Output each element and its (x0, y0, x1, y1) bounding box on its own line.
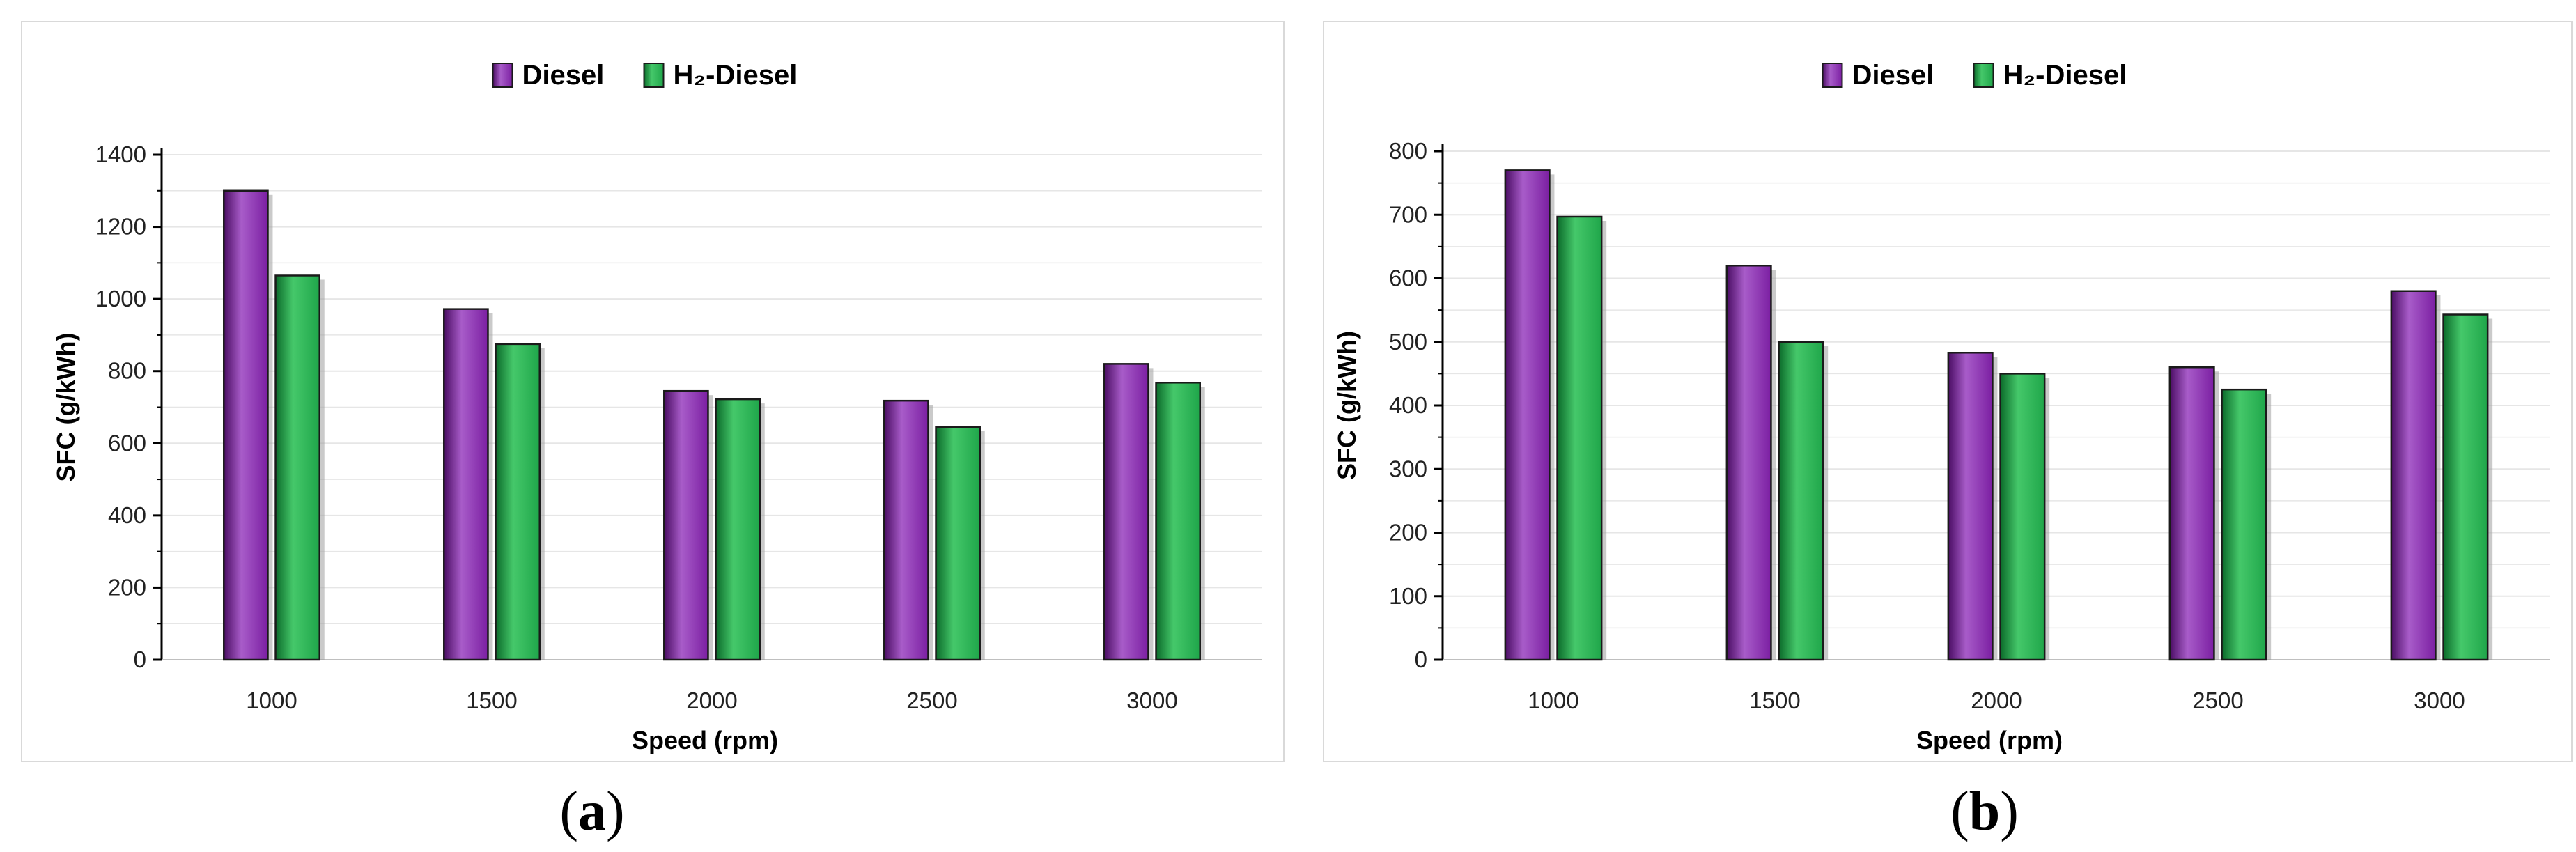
y-tick-label: 600 (108, 430, 146, 456)
bar-diesel (663, 389, 709, 661)
bar-h2-diesel (2442, 313, 2489, 661)
bar-diesel (1947, 352, 1994, 661)
chart-frame-a: 0 200 400 600 800 1000 1200 1400 1000 1500 2000 250… (21, 21, 1285, 762)
y-tick-label: 0 (134, 646, 146, 672)
legend-label-h2-diesel: H₂-Diesel (674, 60, 798, 91)
y-tick-label: 1200 (95, 214, 146, 240)
legend-swatch-diesel (1822, 63, 1843, 88)
x-tick-label: 3000 (1126, 688, 1177, 713)
sfc-chart-b: 0 100 200 300 400 500 600 700 800 1000 1500 2000 250… (1333, 60, 2550, 754)
legend-label-h2-diesel: H₂-Diesel (2003, 60, 2127, 91)
x-axis-title: Speed (rpm) (632, 726, 778, 754)
bar-h2-diesel (935, 426, 981, 661)
chart-panel-a: 0 200 400 600 800 1000 1200 1400 1000 1500 2000 250… (21, 21, 1285, 842)
bar-diesel (2168, 366, 2215, 661)
bar-h2-diesel (2221, 388, 2267, 661)
legend-label-diesel: Diesel (522, 60, 605, 91)
y-tick-label: 400 (108, 502, 146, 528)
y-tick-label: 200 (1389, 520, 1427, 545)
bar-h2-diesel (715, 398, 761, 661)
y-tick-label: 800 (1389, 138, 1427, 164)
x-tick-label: 2000 (686, 688, 737, 713)
legend-swatch-h2-diesel (1973, 63, 1994, 88)
bar-h2-diesel (1556, 215, 1603, 661)
panel-label-a: (a) (559, 781, 625, 842)
x-tick-label: 2500 (2192, 688, 2243, 713)
y-tick-label: 700 (1389, 201, 1427, 227)
x-tick-label: 1000 (1528, 688, 1578, 713)
bar-h2-diesel (1999, 373, 2046, 661)
x-tick-label: 1500 (1749, 688, 1800, 713)
legend-label-diesel: Diesel (1852, 60, 1934, 91)
bar-diesel (1103, 363, 1149, 661)
bar-diesel (2390, 290, 2437, 661)
bar-h2-diesel (495, 343, 541, 661)
y-tick-label: 800 (108, 358, 146, 384)
bar-diesel (1504, 169, 1551, 661)
x-tick-label: 2500 (906, 688, 957, 713)
bar-h2-diesel (1778, 341, 1824, 661)
y-tick-label: 500 (1389, 329, 1427, 355)
bar-diesel (883, 399, 929, 661)
bar-h2-diesel (274, 274, 320, 661)
panel-label-b: (b) (1950, 781, 2019, 842)
y-tick-label: 300 (1389, 456, 1427, 481)
bar-h2-diesel (1155, 382, 1201, 661)
x-axis-title: Speed (rpm) (1916, 726, 2063, 754)
chart-panel-b: 0 100 200 300 400 500 600 700 800 1000 1500 2000 250… (1288, 0, 2576, 852)
bar-diesel (223, 189, 269, 661)
y-tick-label: 0 (1415, 646, 1427, 672)
y-tick-label: 100 (1389, 583, 1427, 609)
x-tick-label: 1500 (466, 688, 517, 713)
x-tick-label: 2000 (1971, 688, 2022, 713)
sfc-chart-a: 0 200 400 600 800 1000 1200 1400 1000 1500 2000 250… (52, 60, 1262, 754)
y-tick-label: 200 (108, 574, 146, 600)
legend-swatch-h2-diesel (643, 63, 665, 88)
chart-frame-b: 0 100 200 300 400 500 600 700 800 1000 1500 2000 250… (1323, 21, 2573, 762)
y-tick-label: 1400 (95, 141, 146, 167)
y-tick-label: 600 (1389, 265, 1427, 291)
y-axis-title: SFC (g/kWh) (52, 333, 80, 482)
x-tick-label: 3000 (2414, 688, 2465, 713)
y-tick-label: 1000 (95, 286, 146, 311)
bar-diesel (1725, 265, 1772, 661)
y-tick-label: 400 (1389, 392, 1427, 418)
legend-swatch-diesel (492, 63, 513, 88)
x-tick-label: 1000 (246, 688, 297, 713)
bar-diesel (443, 308, 489, 661)
y-axis-title: SFC (g/kWh) (1333, 331, 1361, 480)
